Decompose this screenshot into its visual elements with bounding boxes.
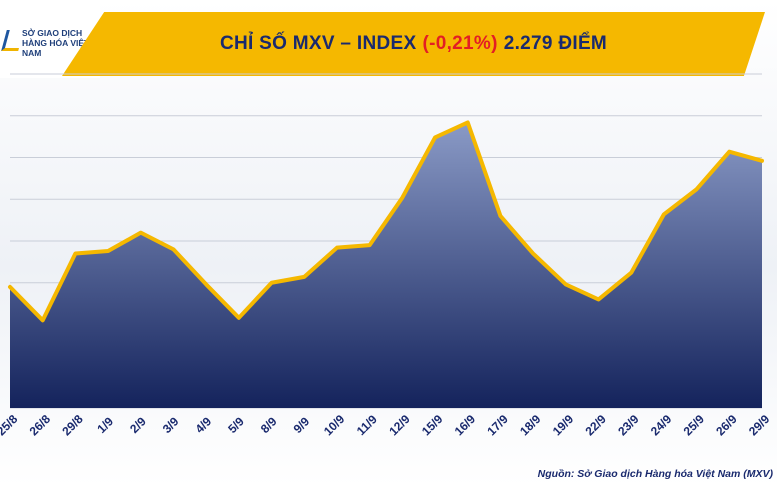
x-tick-label: 3/9 bbox=[160, 414, 182, 436]
x-tick-label: 11/9 bbox=[354, 412, 380, 438]
x-tick-label: 29/8 bbox=[59, 412, 86, 439]
x-tick-label: 25/8 bbox=[0, 412, 21, 439]
x-axis-labels: 25/8 26/8 29/8 1/9 2/9 3/9 4/9 5/9 8/9 9/9 10/9 11/… bbox=[0, 412, 773, 439]
x-tick-label: 16/9 bbox=[452, 412, 479, 439]
x-tick-label: 26/9 bbox=[713, 412, 740, 439]
title-prefix: CHỈ SỐ MXV – INDEX bbox=[219, 33, 417, 54]
x-tick-label: 15/9 bbox=[419, 412, 446, 439]
title-value: 2.279 ĐIỂM bbox=[503, 33, 608, 54]
x-tick-label: 18/9 bbox=[517, 412, 544, 439]
x-tick-label: 25/9 bbox=[681, 412, 708, 439]
x-tick-label: 9/9 bbox=[291, 414, 313, 436]
series-line bbox=[8, 120, 764, 323]
x-tick-label: 24/9 bbox=[648, 412, 675, 439]
x-tick-label: 2/9 bbox=[127, 414, 149, 436]
x-tick-label: 8/9 bbox=[258, 414, 280, 436]
chart-title: CHỈ SỐ MXV – INDEX (-0,21%) 2.279 ĐIỂM bbox=[62, 12, 765, 76]
x-tick-label: 1/9 bbox=[94, 414, 116, 436]
source-note: Nguồn: Sở Giao dịch Hàng hóa Việt Nam (M… bbox=[537, 468, 773, 480]
title-banner bbox=[62, 12, 765, 76]
title-change: (-0,21%) bbox=[422, 33, 498, 54]
logo-text: SỞ GIAO DỊCH HÀNG HÓA VIỆT NAM bbox=[22, 28, 90, 58]
area-fill bbox=[10, 122, 762, 409]
x-tick-label: 10/9 bbox=[321, 412, 348, 439]
x-tick-label: 23/9 bbox=[615, 412, 642, 439]
x-tick-label: 5/9 bbox=[225, 414, 247, 436]
x-tick-label: 4/9 bbox=[192, 414, 214, 436]
x-tick-label: 17/9 bbox=[484, 412, 511, 439]
x-tick-label: 26/8 bbox=[27, 412, 54, 439]
x-tick-label: 29/9 bbox=[746, 412, 773, 439]
x-tick-label: 12/9 bbox=[386, 412, 413, 439]
x-tick-label: 19/9 bbox=[550, 412, 577, 439]
logo: SỞ GIAO DỊCH HÀNG HÓA VIỆT NAM bbox=[0, 0, 100, 78]
x-tick-label: 22/9 bbox=[582, 412, 609, 439]
